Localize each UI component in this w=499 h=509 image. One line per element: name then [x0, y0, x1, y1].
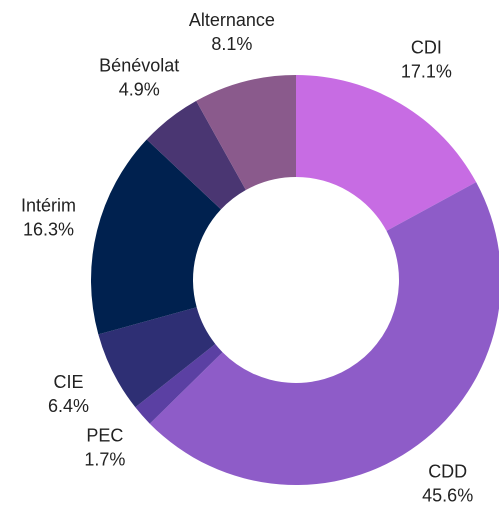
donut-slice	[91, 139, 221, 335]
donut-slice	[149, 182, 499, 485]
slice-label: Alternance	[189, 10, 275, 30]
slice-label: PEC	[86, 426, 123, 446]
donut-slice	[296, 75, 477, 231]
slice-value: 16.3%	[23, 219, 74, 239]
slice-value: 6.4%	[48, 396, 89, 416]
slice-value: 45.6%	[422, 486, 473, 506]
slice-label: Bénévolat	[99, 56, 179, 76]
slice-value: 1.7%	[84, 450, 125, 470]
slice-label: CDD	[428, 462, 467, 482]
slice-value: 17.1%	[401, 62, 452, 82]
slice-value: 8.1%	[211, 34, 252, 54]
slice-value: 4.9%	[119, 80, 160, 100]
donut-slice	[135, 343, 223, 424]
slice-label: Intérim	[21, 195, 76, 215]
donut-slice	[196, 75, 296, 191]
donut-slice	[146, 100, 246, 210]
donut-slice	[98, 307, 216, 408]
slice-label: CDI	[411, 38, 442, 58]
slice-label: CIE	[54, 372, 84, 392]
